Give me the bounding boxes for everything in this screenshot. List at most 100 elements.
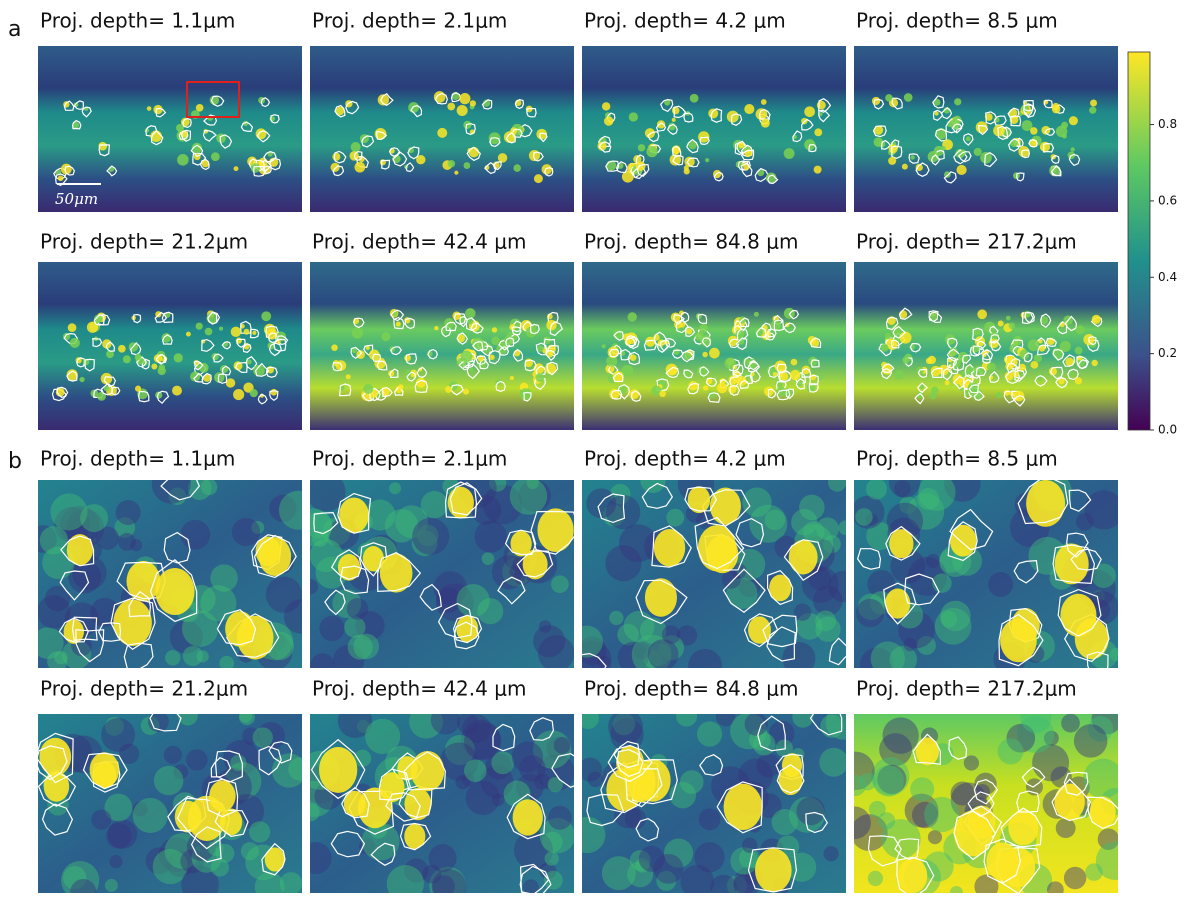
image-panel: [836, 702, 1134, 898]
cell: [672, 118, 676, 122]
cell: [231, 327, 241, 337]
texture: [457, 713, 479, 735]
cell: [602, 102, 610, 110]
texture: [782, 642, 815, 675]
cell: [776, 387, 786, 397]
texture: [539, 620, 552, 633]
texture: [492, 793, 505, 806]
texture: [904, 638, 917, 651]
texture: [924, 797, 959, 832]
cell: [977, 309, 987, 319]
cell: [454, 171, 458, 175]
cell: [135, 386, 141, 392]
texture: [917, 488, 939, 510]
cell: [404, 355, 411, 362]
cell: [398, 384, 403, 389]
texture: [548, 806, 572, 830]
texture: [164, 746, 182, 764]
texture: [186, 749, 207, 770]
texture: [816, 517, 839, 540]
cell: [172, 386, 182, 396]
cell: [814, 166, 822, 174]
cell: [930, 392, 937, 399]
cell: [159, 364, 165, 370]
cell: [504, 131, 516, 143]
texture: [433, 875, 455, 897]
texture: [101, 718, 135, 752]
texture: [389, 482, 401, 494]
cell: [775, 360, 786, 371]
cell: [1052, 105, 1061, 114]
image-panel: [582, 262, 846, 430]
cell: [954, 98, 961, 105]
cell: [885, 333, 891, 339]
cell: [987, 843, 1019, 881]
cell: [902, 357, 909, 364]
texture: [1076, 513, 1094, 531]
texture: [239, 709, 255, 725]
panels: Proj. depth= 1.1μmProj. depth= 2.1μmProj…: [29, 9, 1134, 898]
texture: [37, 595, 71, 629]
scale-bar-label: 50μm: [55, 190, 98, 208]
texture: [464, 759, 487, 782]
cell: [817, 101, 826, 110]
cell: [331, 344, 338, 351]
texture: [988, 572, 1013, 597]
image-panel: [310, 262, 574, 430]
cell: [880, 344, 888, 352]
texture: [894, 480, 911, 497]
texture: [648, 639, 679, 670]
texture: [429, 844, 457, 872]
cell: [411, 751, 445, 791]
cell: [492, 327, 497, 332]
cell: [147, 106, 152, 111]
cell: [998, 321, 1004, 327]
cell: [1089, 107, 1096, 114]
texture: [823, 846, 838, 861]
texture: [838, 521, 852, 535]
panel-title: Proj. depth= 2.1μm: [312, 447, 507, 471]
texture: [791, 509, 817, 535]
cell: [761, 99, 767, 105]
cell: [699, 324, 708, 333]
cell: [537, 508, 573, 552]
page: {"panel_a": {"label": "a", "titles": ["P…: [0, 0, 1186, 898]
cell: [498, 153, 508, 163]
cell: [1026, 480, 1065, 527]
cell: [630, 354, 637, 361]
panel-title: Proj. depth= 4.2 μm: [584, 447, 786, 471]
image-panel: [854, 46, 1118, 212]
cell: [898, 858, 927, 893]
cell: [351, 142, 361, 152]
cell: [87, 322, 98, 333]
panel-title: Proj. depth= 84.8 μm: [584, 677, 798, 701]
cell: [452, 311, 461, 320]
cell: [629, 389, 639, 399]
texture: [133, 798, 168, 833]
panel-label: a: [8, 17, 21, 42]
image-background: [582, 262, 846, 430]
colorbar: [1128, 52, 1150, 430]
texture: [105, 879, 118, 892]
cell: [784, 148, 795, 159]
colorbar-tick-label: 0.0: [1158, 423, 1177, 437]
cell: [1056, 126, 1067, 137]
cell: [956, 165, 966, 175]
texture: [165, 650, 180, 665]
cell: [252, 331, 256, 335]
cell: [891, 325, 902, 336]
cell: [695, 332, 704, 341]
texture: [1091, 564, 1115, 588]
panel-title: Proj. depth= 8.5 μm: [856, 9, 1058, 33]
cell: [987, 363, 996, 372]
cell: [754, 312, 759, 317]
cell: [542, 164, 553, 175]
texture: [412, 518, 449, 555]
colorbar-tick-label: 0.2: [1158, 346, 1177, 360]
cell: [928, 356, 936, 364]
texture: [527, 477, 539, 489]
texture: [742, 838, 757, 853]
texture: [154, 766, 183, 795]
cell: [1090, 99, 1097, 106]
cell: [705, 158, 709, 162]
